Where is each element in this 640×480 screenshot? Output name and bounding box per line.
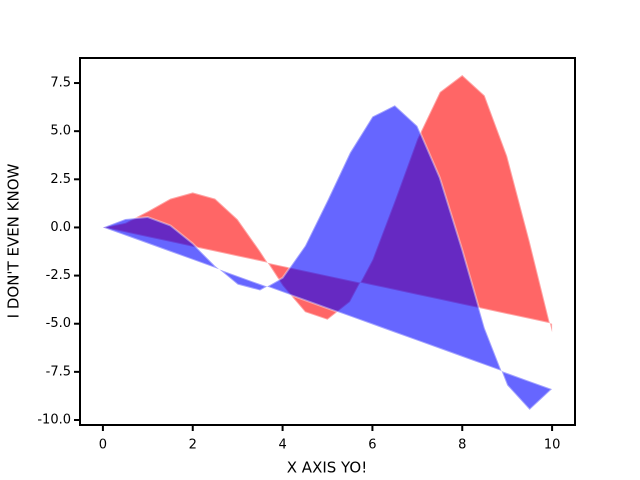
x-tick-label: 10 (544, 438, 561, 453)
y-tick-label: 5.0 (50, 124, 71, 139)
x-tick-label: 6 (368, 438, 376, 453)
y-tick-label: 7.5 (50, 76, 71, 91)
x-axis-label: X AXIS YO! (287, 459, 367, 477)
y-tick-label: -5.0 (46, 316, 71, 331)
area (101, 104, 554, 411)
plot-frame (79, 57, 576, 426)
x-tick-label: 8 (458, 438, 466, 453)
x-tick-label: 4 (278, 438, 286, 453)
y-tick-label: 0.0 (50, 220, 71, 235)
y-tick-label: -10.0 (37, 412, 71, 427)
y-tick-label: 2.5 (50, 172, 71, 187)
y-tick-label: -7.5 (46, 364, 71, 379)
x-tick-label: 2 (189, 438, 197, 453)
y-tick-label: -2.5 (46, 268, 71, 283)
x-tick-label: 0 (99, 438, 107, 453)
y-axis-label: I DON'T EVEN KNOW (5, 163, 23, 318)
